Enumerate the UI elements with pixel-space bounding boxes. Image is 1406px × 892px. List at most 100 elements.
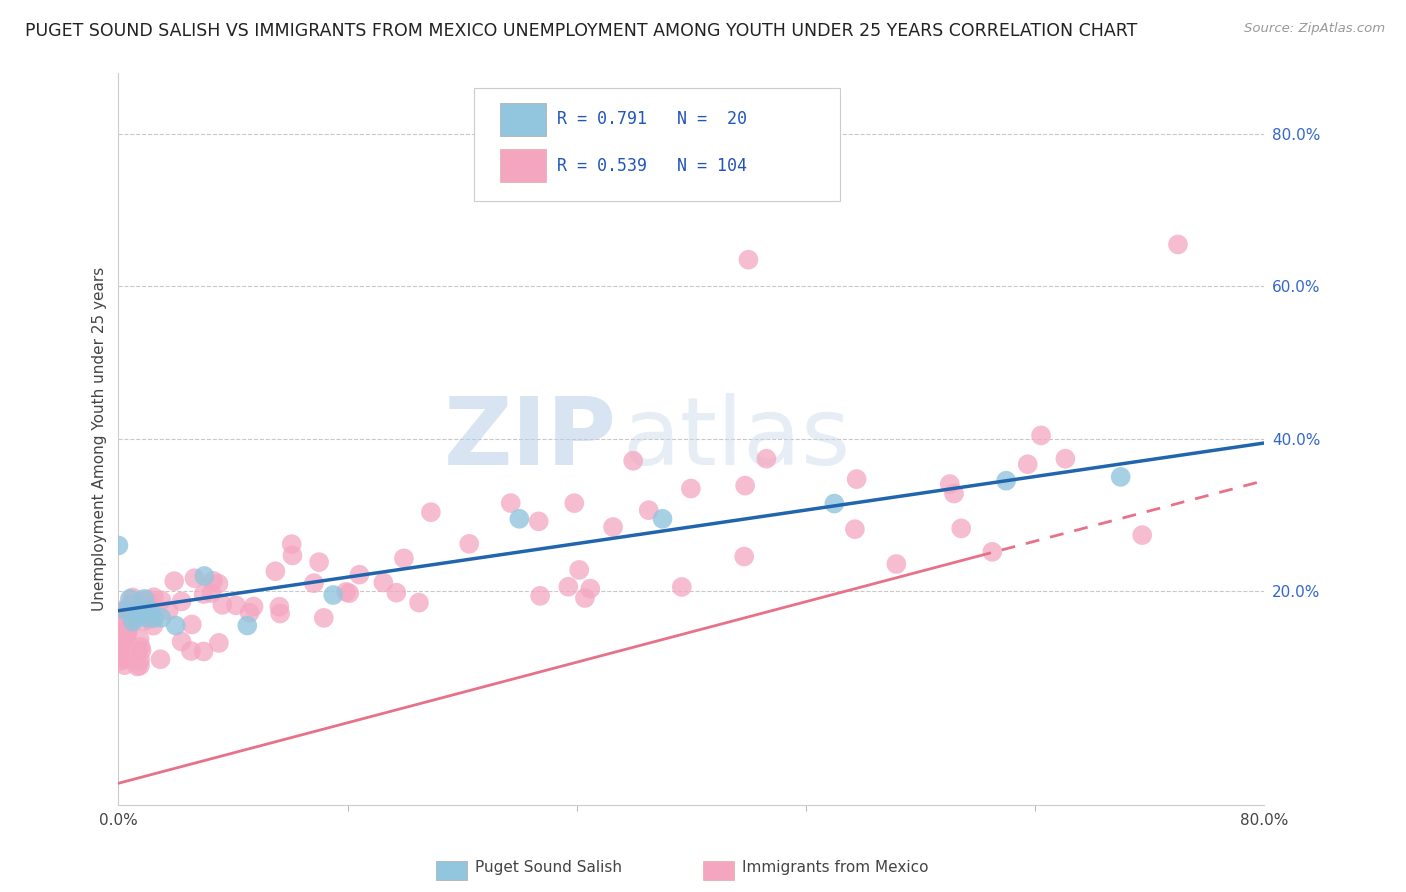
- Point: [163, 574, 186, 588]
- Point: [121, 615, 143, 629]
- Point: [183, 571, 205, 585]
- Point: [108, 603, 131, 617]
- Point: [733, 549, 755, 564]
- Point: [950, 521, 973, 535]
- Point: [844, 522, 866, 536]
- Point: [139, 612, 162, 626]
- Point: [193, 569, 215, 583]
- Point: [1029, 428, 1052, 442]
- FancyBboxPatch shape: [474, 87, 839, 201]
- Point: [170, 634, 193, 648]
- Point: [142, 618, 165, 632]
- Point: [115, 626, 138, 640]
- Point: [823, 497, 845, 511]
- Point: [114, 603, 136, 617]
- Point: [602, 520, 624, 534]
- Point: [114, 630, 136, 644]
- Point: [129, 603, 152, 617]
- Point: [118, 591, 141, 606]
- Point: [527, 515, 550, 529]
- Point: [419, 505, 441, 519]
- Point: [508, 512, 530, 526]
- Point: [236, 618, 259, 632]
- Point: [280, 537, 302, 551]
- Point: [637, 503, 659, 517]
- Point: [574, 591, 596, 605]
- Point: [995, 474, 1018, 488]
- Point: [120, 598, 142, 612]
- Point: [129, 653, 152, 667]
- Text: Puget Sound Salish: Puget Sound Salish: [475, 861, 623, 875]
- FancyBboxPatch shape: [501, 103, 546, 136]
- Point: [110, 633, 132, 648]
- Point: [408, 596, 430, 610]
- Point: [124, 611, 146, 625]
- Point: [568, 563, 591, 577]
- Point: [108, 624, 131, 639]
- Point: [110, 607, 132, 621]
- Point: [981, 545, 1004, 559]
- Point: [165, 618, 187, 632]
- Point: [302, 576, 325, 591]
- Point: [142, 591, 165, 605]
- Point: [264, 564, 287, 578]
- Point: [392, 551, 415, 566]
- Point: [117, 605, 139, 619]
- Point: [308, 555, 330, 569]
- Point: [110, 632, 132, 646]
- Point: [193, 587, 215, 601]
- Point: [139, 608, 162, 623]
- Point: [139, 603, 162, 617]
- Point: [121, 591, 143, 605]
- Point: [208, 636, 231, 650]
- Point: [180, 617, 202, 632]
- Point: [115, 628, 138, 642]
- Point: [110, 630, 132, 644]
- Point: [108, 654, 131, 668]
- Point: [939, 477, 962, 491]
- Point: [138, 592, 160, 607]
- Point: [845, 472, 868, 486]
- Text: Source: ZipAtlas.com: Source: ZipAtlas.com: [1244, 22, 1385, 36]
- Point: [170, 594, 193, 608]
- Point: [129, 658, 152, 673]
- Point: [886, 557, 908, 571]
- Point: [943, 486, 966, 500]
- Point: [110, 639, 132, 653]
- Point: [117, 625, 139, 640]
- Point: [114, 658, 136, 673]
- Point: [349, 567, 371, 582]
- Point: [651, 512, 673, 526]
- Point: [207, 576, 229, 591]
- Y-axis label: Unemployment Among Youth under 25 years: Unemployment Among Youth under 25 years: [93, 267, 107, 611]
- Text: Immigrants from Mexico: Immigrants from Mexico: [742, 861, 929, 875]
- Point: [1109, 470, 1132, 484]
- Point: [128, 632, 150, 647]
- Point: [132, 615, 155, 629]
- Point: [131, 593, 153, 607]
- Point: [335, 585, 357, 599]
- Point: [562, 496, 585, 510]
- Point: [129, 640, 152, 654]
- Point: [621, 454, 644, 468]
- Point: [499, 496, 522, 510]
- Point: [322, 588, 344, 602]
- Point: [134, 591, 156, 606]
- Point: [200, 586, 222, 600]
- Point: [111, 633, 134, 648]
- Point: [108, 640, 131, 654]
- Point: [107, 539, 129, 553]
- Text: R = 0.539   N = 104: R = 0.539 N = 104: [557, 157, 747, 175]
- Point: [679, 482, 702, 496]
- Point: [127, 643, 149, 657]
- Text: atlas: atlas: [623, 392, 851, 484]
- Point: [557, 580, 579, 594]
- Point: [112, 643, 135, 657]
- Point: [107, 624, 129, 638]
- Text: PUGET SOUND SALISH VS IMMIGRANTS FROM MEXICO UNEMPLOYMENT AMONG YOUTH UNDER 25 Y: PUGET SOUND SALISH VS IMMIGRANTS FROM ME…: [25, 22, 1137, 40]
- Text: R = 0.791   N =  20: R = 0.791 N = 20: [557, 110, 747, 128]
- Text: ZIP: ZIP: [444, 392, 617, 484]
- Point: [373, 575, 395, 590]
- Point: [112, 623, 135, 637]
- Point: [193, 644, 215, 658]
